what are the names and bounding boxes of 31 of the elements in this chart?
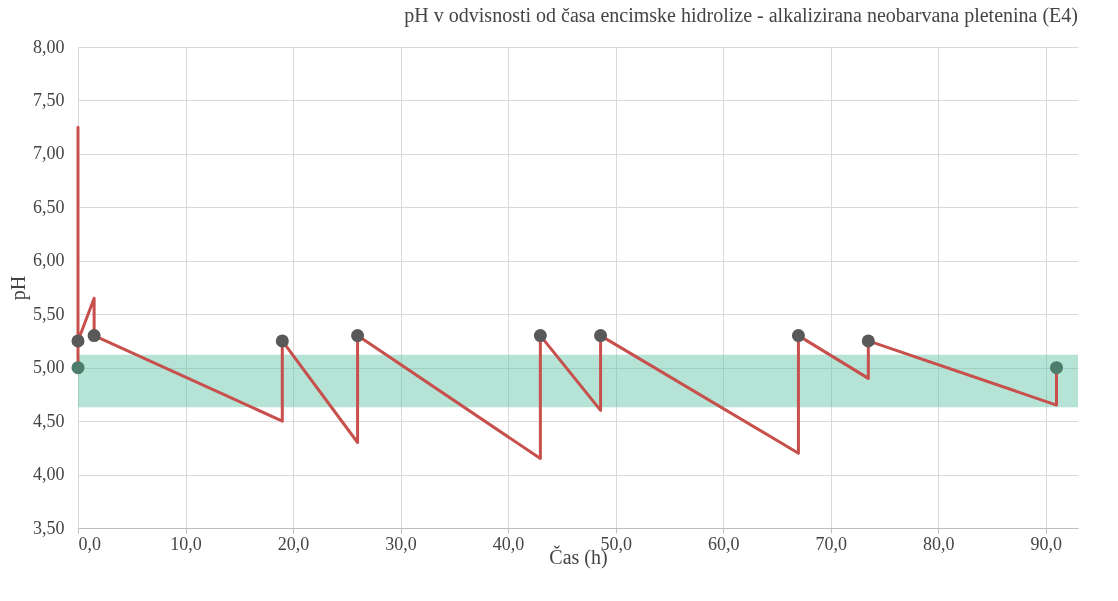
- x-tick-label: 0,0: [78, 533, 101, 554]
- point: [351, 329, 365, 343]
- x-tick-label: 90,0: [1030, 533, 1062, 554]
- y-tick-label: 7,50: [33, 89, 65, 110]
- y-tick-label: 8,00: [33, 36, 65, 57]
- y-tick-label: 4,00: [33, 464, 65, 485]
- point: [1049, 361, 1064, 375]
- point: [87, 329, 101, 343]
- y-tick-label: 4,50: [33, 410, 65, 431]
- y-tick-label: 5,00: [33, 357, 65, 378]
- chart-title: pH v odvisnosti od časa encimske hidrolize - alkalizirana neobarvana pletenina (E4): [404, 4, 1078, 27]
- x-tick-label: 40,0: [492, 533, 525, 554]
- x-tick-label: 80,0: [922, 533, 955, 554]
- point: [71, 334, 85, 348]
- x-tick-label: 30,0: [385, 533, 417, 554]
- y-tick-label: 6,50: [33, 196, 65, 217]
- y-tick-label: 6,00: [33, 250, 65, 271]
- point: [861, 334, 875, 348]
- point: [275, 334, 289, 348]
- y-tick-label: 7,00: [33, 143, 65, 164]
- y-tick-label: 3,50: [33, 517, 65, 538]
- point: [533, 329, 547, 343]
- point: [791, 329, 805, 343]
- x-tick-label: 70,0: [815, 533, 847, 554]
- point: [594, 329, 608, 343]
- x-tick-label: 20,0: [277, 533, 310, 554]
- x-tick-label: 60,0: [707, 533, 740, 554]
- x-tick-label: 10,0: [170, 533, 202, 554]
- y-tick-label: 5,50: [33, 303, 65, 324]
- point: [71, 361, 85, 375]
- y-axis-title: pH: [7, 275, 30, 301]
